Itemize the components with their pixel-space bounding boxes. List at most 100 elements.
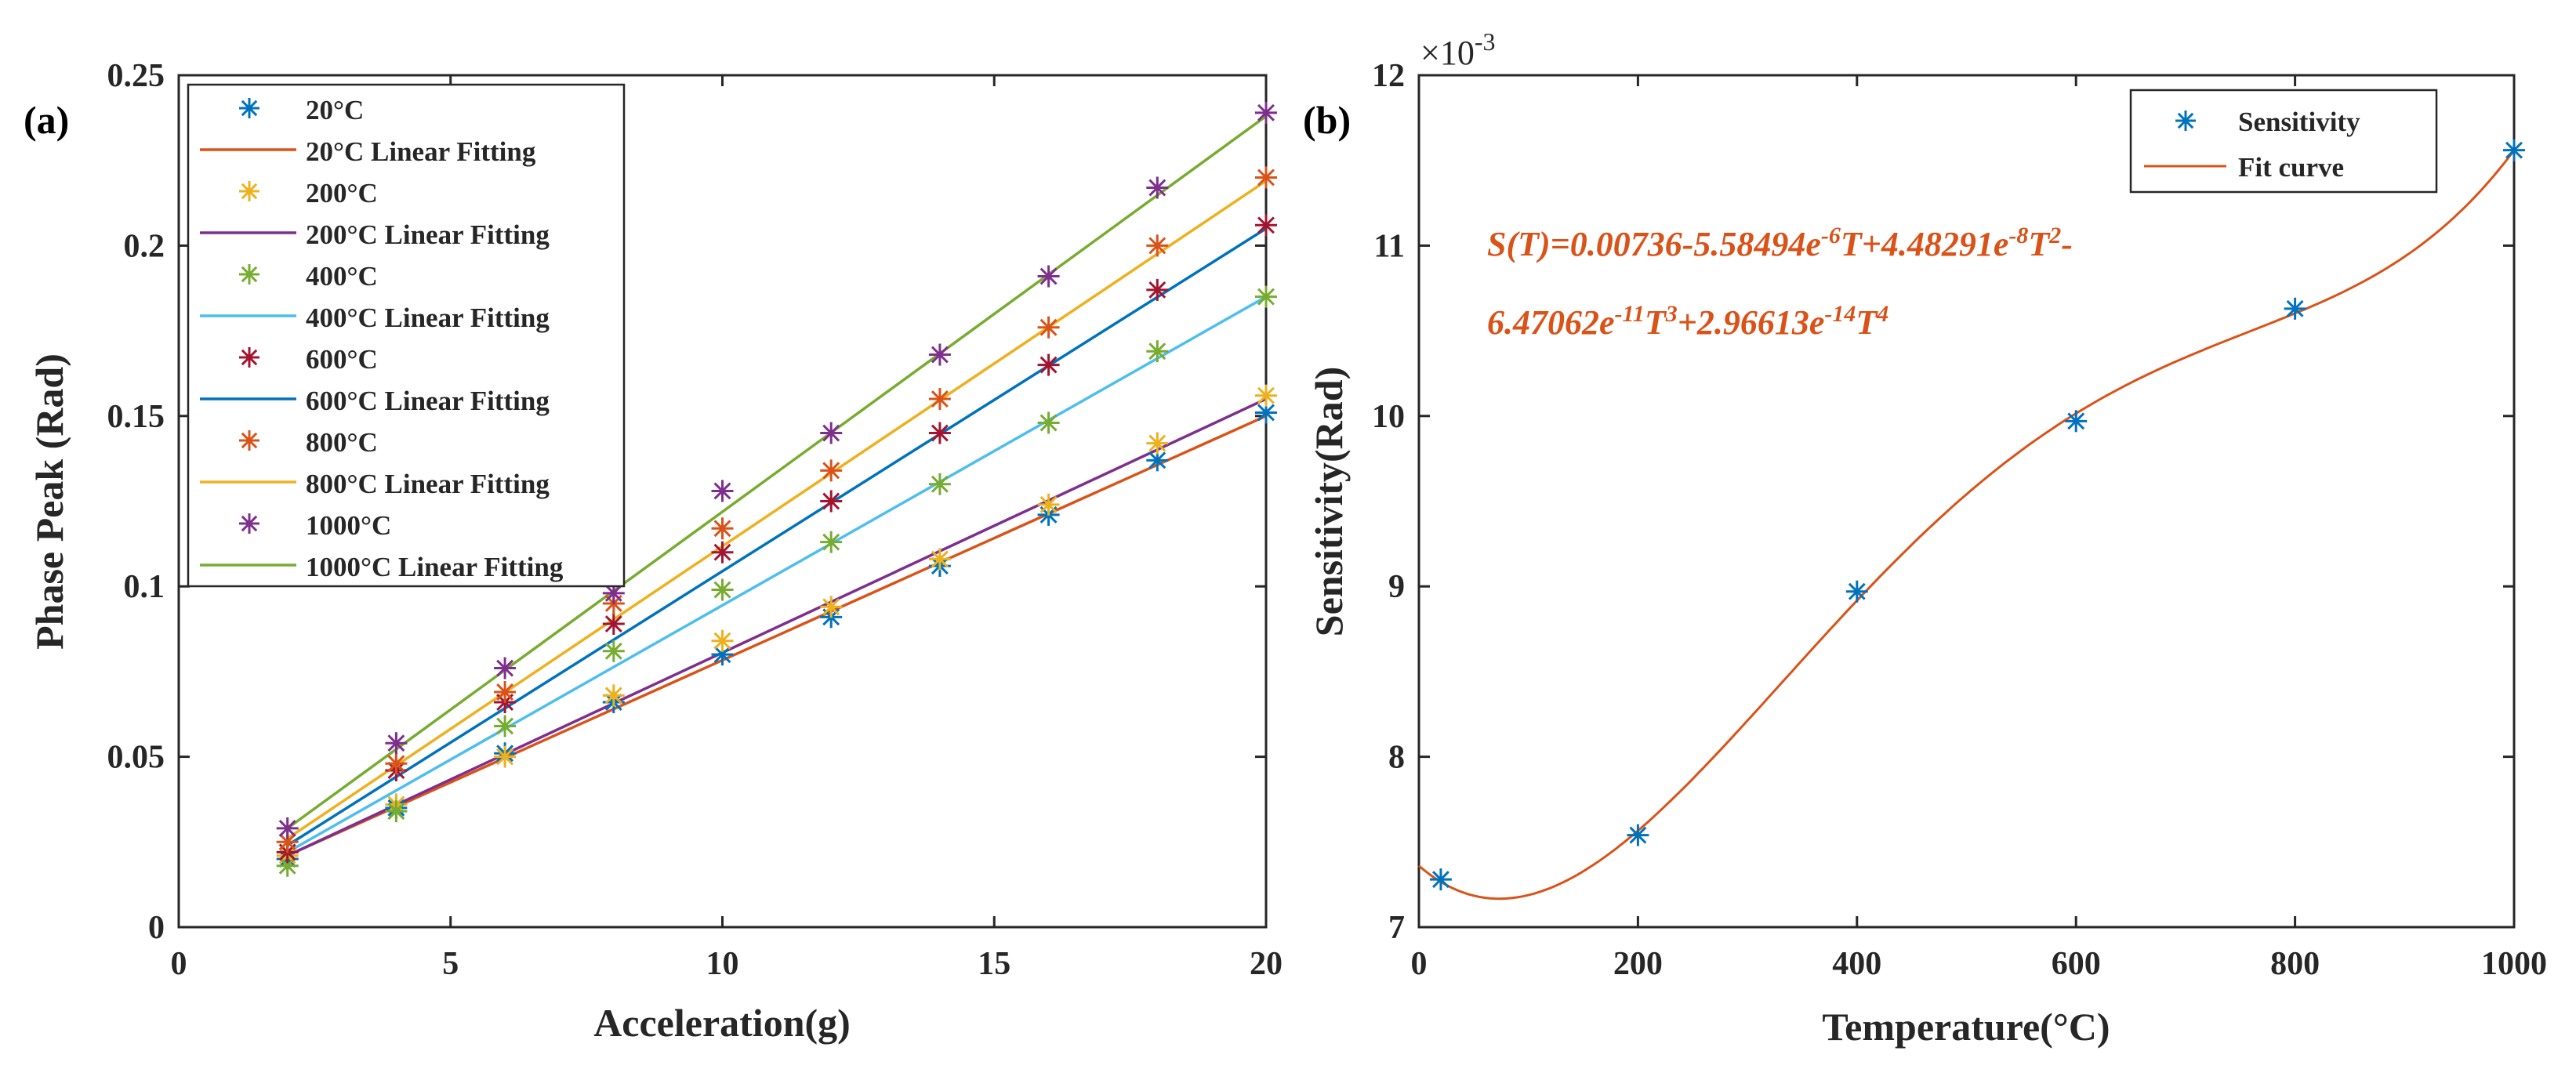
- panel-a-legend: 20°C 20°C Linear Fitting 200°C 200°C Linear…: [187, 83, 626, 588]
- panel-a-label: (a): [24, 98, 69, 142]
- data-point-800°C: [1037, 316, 1060, 339]
- panel-a-markers: [276, 101, 1277, 877]
- legend-label: 1000°C: [306, 510, 391, 541]
- data-point-1000°C: [1146, 176, 1169, 199]
- panel-b-plot-frame: [1417, 74, 2516, 929]
- equation-superscript: 2: [2048, 223, 2061, 248]
- panel-b-y-tick-label: 12: [1372, 58, 1405, 94]
- panel-b-x-tick-label: 600: [2052, 946, 2101, 982]
- panel-b-legend: Sensitivity Fit curve: [2129, 89, 2438, 194]
- data-point-400°C: [1037, 411, 1060, 434]
- sensitivity-point: [2284, 297, 2306, 320]
- data-point-200°C: [711, 629, 734, 652]
- data-point-20°C: [711, 643, 734, 666]
- panel-a-x-tick-label: 5: [442, 946, 459, 982]
- data-point-600°C: [1255, 214, 1277, 237]
- panel-a-x-axis-label: Acceleration(g): [593, 1001, 851, 1045]
- legend-marker-600°C: [239, 347, 259, 368]
- data-point-1000°C: [1037, 265, 1060, 288]
- panel-a-legend-box: [187, 83, 626, 588]
- legend-marker-400°C: [239, 264, 259, 284]
- data-point-1000°C: [711, 480, 734, 502]
- fit-line-1000°C: [286, 114, 1268, 830]
- panel-a-x-tick-label: 0: [171, 946, 187, 982]
- panel-b-y-tick-label: 7: [1388, 910, 1405, 946]
- data-point-800°C: [711, 517, 734, 540]
- data-point-1000°C: [928, 343, 951, 366]
- panel-b-y-tick-label: 11: [1373, 228, 1405, 264]
- data-point-200°C: [494, 745, 517, 768]
- panel-a-fit-lines: [286, 114, 1268, 857]
- equation-text: S(T)=0.00736-5.58494e: [1487, 225, 1821, 263]
- fit-line-20°C: [286, 415, 1267, 857]
- data-point-400°C: [1146, 340, 1169, 363]
- legend-label: 800°C: [306, 427, 378, 458]
- panel-b-y-axis-label: Sensitivity(Rad): [1307, 367, 1351, 636]
- data-point-200°C: [928, 548, 951, 571]
- legend-label: 400°C Linear Fitting: [306, 303, 550, 333]
- panel-b-markers: [1429, 139, 2525, 891]
- fit-line-800°C: [286, 179, 1267, 840]
- data-point-200°C: [1255, 384, 1277, 407]
- equation-superscript: -11: [1615, 301, 1645, 327]
- equation-text: +2.96613e: [1678, 303, 1825, 342]
- legend-label: 800°C Linear Fitting: [306, 469, 550, 499]
- data-point-200°C: [1146, 432, 1169, 455]
- legend-label-fit-curve: Fit curve: [2238, 152, 2344, 183]
- panel-b-x-tick-label: 800: [2270, 946, 2320, 982]
- equation-superscript: 4: [1876, 301, 1888, 327]
- data-point-1000°C: [494, 657, 517, 679]
- data-point-400°C: [820, 531, 843, 553]
- legend-label: 200°C Linear Fitting: [306, 219, 550, 250]
- equation-text: T+4.48291e: [1841, 225, 2008, 263]
- panel-a-ticks: 0 5 10 15 20 0 0.05 0.1 0.15 0.2 0.25: [107, 58, 1283, 982]
- panel-a-y-tick-label: 0.15: [107, 399, 165, 435]
- equation-text: T: [1645, 303, 1667, 342]
- panel-a-x-tick-label: 20: [1250, 946, 1283, 982]
- data-point-200°C: [820, 596, 843, 618]
- data-point-400°C: [494, 715, 517, 737]
- legend-label: 600°C Linear Fitting: [306, 386, 550, 416]
- data-point-400°C: [711, 578, 734, 601]
- equation-line-2: 6.47062e-11T3+2.96613e-14T4: [1487, 301, 1888, 342]
- data-point-20°C: [1146, 449, 1169, 472]
- panel-b-x-tick-label: 400: [1832, 946, 1881, 982]
- data-point-1000°C: [1255, 101, 1277, 124]
- panel-b-y-multiplier: ×10-3: [1420, 27, 1495, 72]
- sensitivity-point: [2503, 139, 2525, 161]
- sensitivity-point: [2065, 410, 2088, 433]
- panel-a-x-tick-label: 10: [706, 946, 739, 982]
- data-point-600°C: [928, 422, 951, 444]
- data-point-1000°C: [385, 732, 408, 755]
- panel-b-ticks: 0 200 400 600 800 1000 7 8 9 10 11 12: [1372, 58, 2547, 982]
- equation-text: -: [2061, 225, 2073, 263]
- data-point-600°C: [820, 490, 843, 513]
- equation-superscript: -8: [2008, 223, 2028, 248]
- data-point-800°C: [1255, 166, 1277, 189]
- panel-a-y-tick-label: 0.1: [124, 569, 165, 605]
- panel-b-fit-curve: [1418, 149, 2516, 900]
- data-point-800°C: [1146, 234, 1169, 257]
- data-point-800°C: [494, 680, 517, 703]
- data-point-400°C: [385, 800, 408, 823]
- data-point-400°C: [602, 640, 625, 662]
- data-point-400°C: [1255, 285, 1277, 308]
- panel-b-y-tick-label: 9: [1388, 569, 1405, 605]
- equation-superscript: -6: [1821, 223, 1841, 248]
- legend-label: 20°C Linear Fitting: [306, 136, 536, 167]
- data-point-1000°C: [602, 582, 625, 604]
- legend-label-sensitivity: Sensitivity: [2238, 107, 2360, 137]
- legend-label: 1000°C Linear Fitting: [306, 552, 564, 582]
- sensitivity-point: [1845, 580, 1868, 603]
- equation-superscript: 3: [1665, 301, 1678, 327]
- data-point-1000°C: [276, 817, 299, 839]
- fit-line-200°C: [286, 397, 1267, 857]
- legend-label: 400°C: [306, 261, 378, 292]
- data-point-800°C: [385, 752, 408, 775]
- panel-a-y-tick-label: 0: [148, 910, 165, 946]
- legend-marker-sensitivity: [2175, 111, 2196, 131]
- data-point-600°C: [1037, 353, 1060, 376]
- panel-a-x-tick-label: 15: [978, 946, 1010, 982]
- panel-a-y-tick-label: 0.25: [107, 58, 165, 94]
